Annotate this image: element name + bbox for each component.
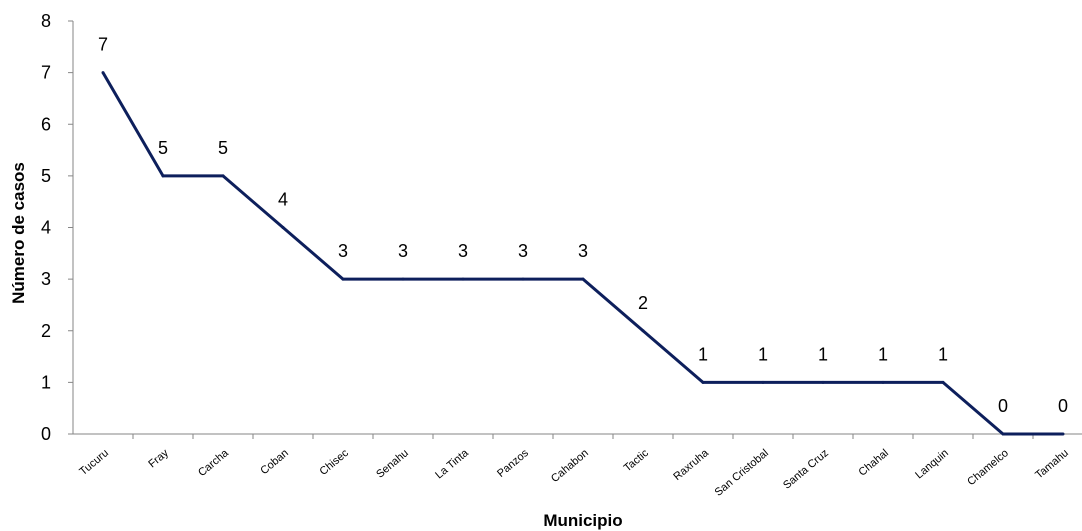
data-point xyxy=(1001,432,1005,436)
x-tick-label: Chisec xyxy=(317,447,351,478)
data-label: 3 xyxy=(578,241,588,261)
x-tick-label: Santa Cruz xyxy=(781,447,831,492)
data-label: 0 xyxy=(1058,396,1068,416)
x-tick-label: Carcha xyxy=(196,447,232,480)
y-tick-label: 6 xyxy=(41,114,51,134)
y-tick-label: 2 xyxy=(41,321,51,341)
data-point xyxy=(641,329,645,333)
data-point xyxy=(701,380,705,384)
data-label: 1 xyxy=(938,344,948,364)
x-tick-label: Chamelco xyxy=(965,447,1011,488)
x-tick-label: Cahabon xyxy=(549,447,591,485)
y-tick-label: 8 xyxy=(41,11,51,31)
data-point xyxy=(221,174,225,178)
data-point xyxy=(821,380,825,384)
axes xyxy=(68,20,1082,439)
y-axis-title: Número de casos xyxy=(9,162,28,304)
data-label: 7 xyxy=(98,35,108,55)
data-label: 3 xyxy=(458,241,468,261)
y-tick-label: 1 xyxy=(41,372,51,392)
data-label: 0 xyxy=(998,396,1008,416)
data-point xyxy=(461,277,465,281)
data-label: 2 xyxy=(638,293,648,313)
x-tick-label: Coban xyxy=(258,447,291,477)
y-tick-label: 7 xyxy=(41,63,51,83)
x-axis-title: Municipio xyxy=(543,511,622,530)
series-layer xyxy=(101,71,1065,436)
data-label: 1 xyxy=(878,344,888,364)
data-label: 1 xyxy=(758,344,768,364)
data-labels: 7 5 5 4 3 3 3 3 3 2 1 1 1 1 1 0 0 xyxy=(98,35,1068,416)
data-label: 5 xyxy=(158,138,168,158)
x-tick-label: San Cristobal xyxy=(713,447,771,499)
x-tick-label: Panzos xyxy=(495,447,531,480)
data-point xyxy=(281,226,285,229)
y-tick-label: 0 xyxy=(41,424,51,444)
x-tick-label: Senahu xyxy=(374,447,411,481)
data-point xyxy=(581,277,585,281)
x-tick-label: Tucuru xyxy=(77,447,111,478)
tick-labels: 0 1 2 3 4 5 6 7 8 Tucuru Fray Carcha Coban Chisec Sena… xyxy=(41,11,1071,499)
data-point xyxy=(341,277,345,281)
data-label: 4 xyxy=(278,190,288,210)
data-point xyxy=(1061,432,1065,436)
x-tick-label: Lanquin xyxy=(913,447,951,481)
data-point xyxy=(941,380,945,384)
x-tick-label: Raxruha xyxy=(671,447,711,483)
x-tick-label: Tactic xyxy=(622,447,652,475)
data-point xyxy=(161,174,165,178)
x-tick-label: Chahal xyxy=(857,447,891,479)
data-label: 3 xyxy=(338,241,348,261)
data-label: 5 xyxy=(218,138,228,158)
y-tick-label: 5 xyxy=(41,166,51,186)
data-point xyxy=(761,380,765,384)
x-tick-label: Tamahu xyxy=(1033,447,1071,481)
x-tick-label: Fray xyxy=(146,447,171,471)
data-label: 3 xyxy=(398,241,408,261)
data-label: 1 xyxy=(698,344,708,364)
y-tick-label: 3 xyxy=(41,269,51,289)
x-tick-label: La Tinta xyxy=(433,447,471,482)
data-point xyxy=(401,277,405,281)
data-point xyxy=(881,380,885,384)
y-tick-label: 4 xyxy=(41,218,51,238)
data-point xyxy=(101,71,105,75)
data-point xyxy=(521,277,525,281)
data-label: 3 xyxy=(518,241,528,261)
data-label: 1 xyxy=(818,344,828,364)
